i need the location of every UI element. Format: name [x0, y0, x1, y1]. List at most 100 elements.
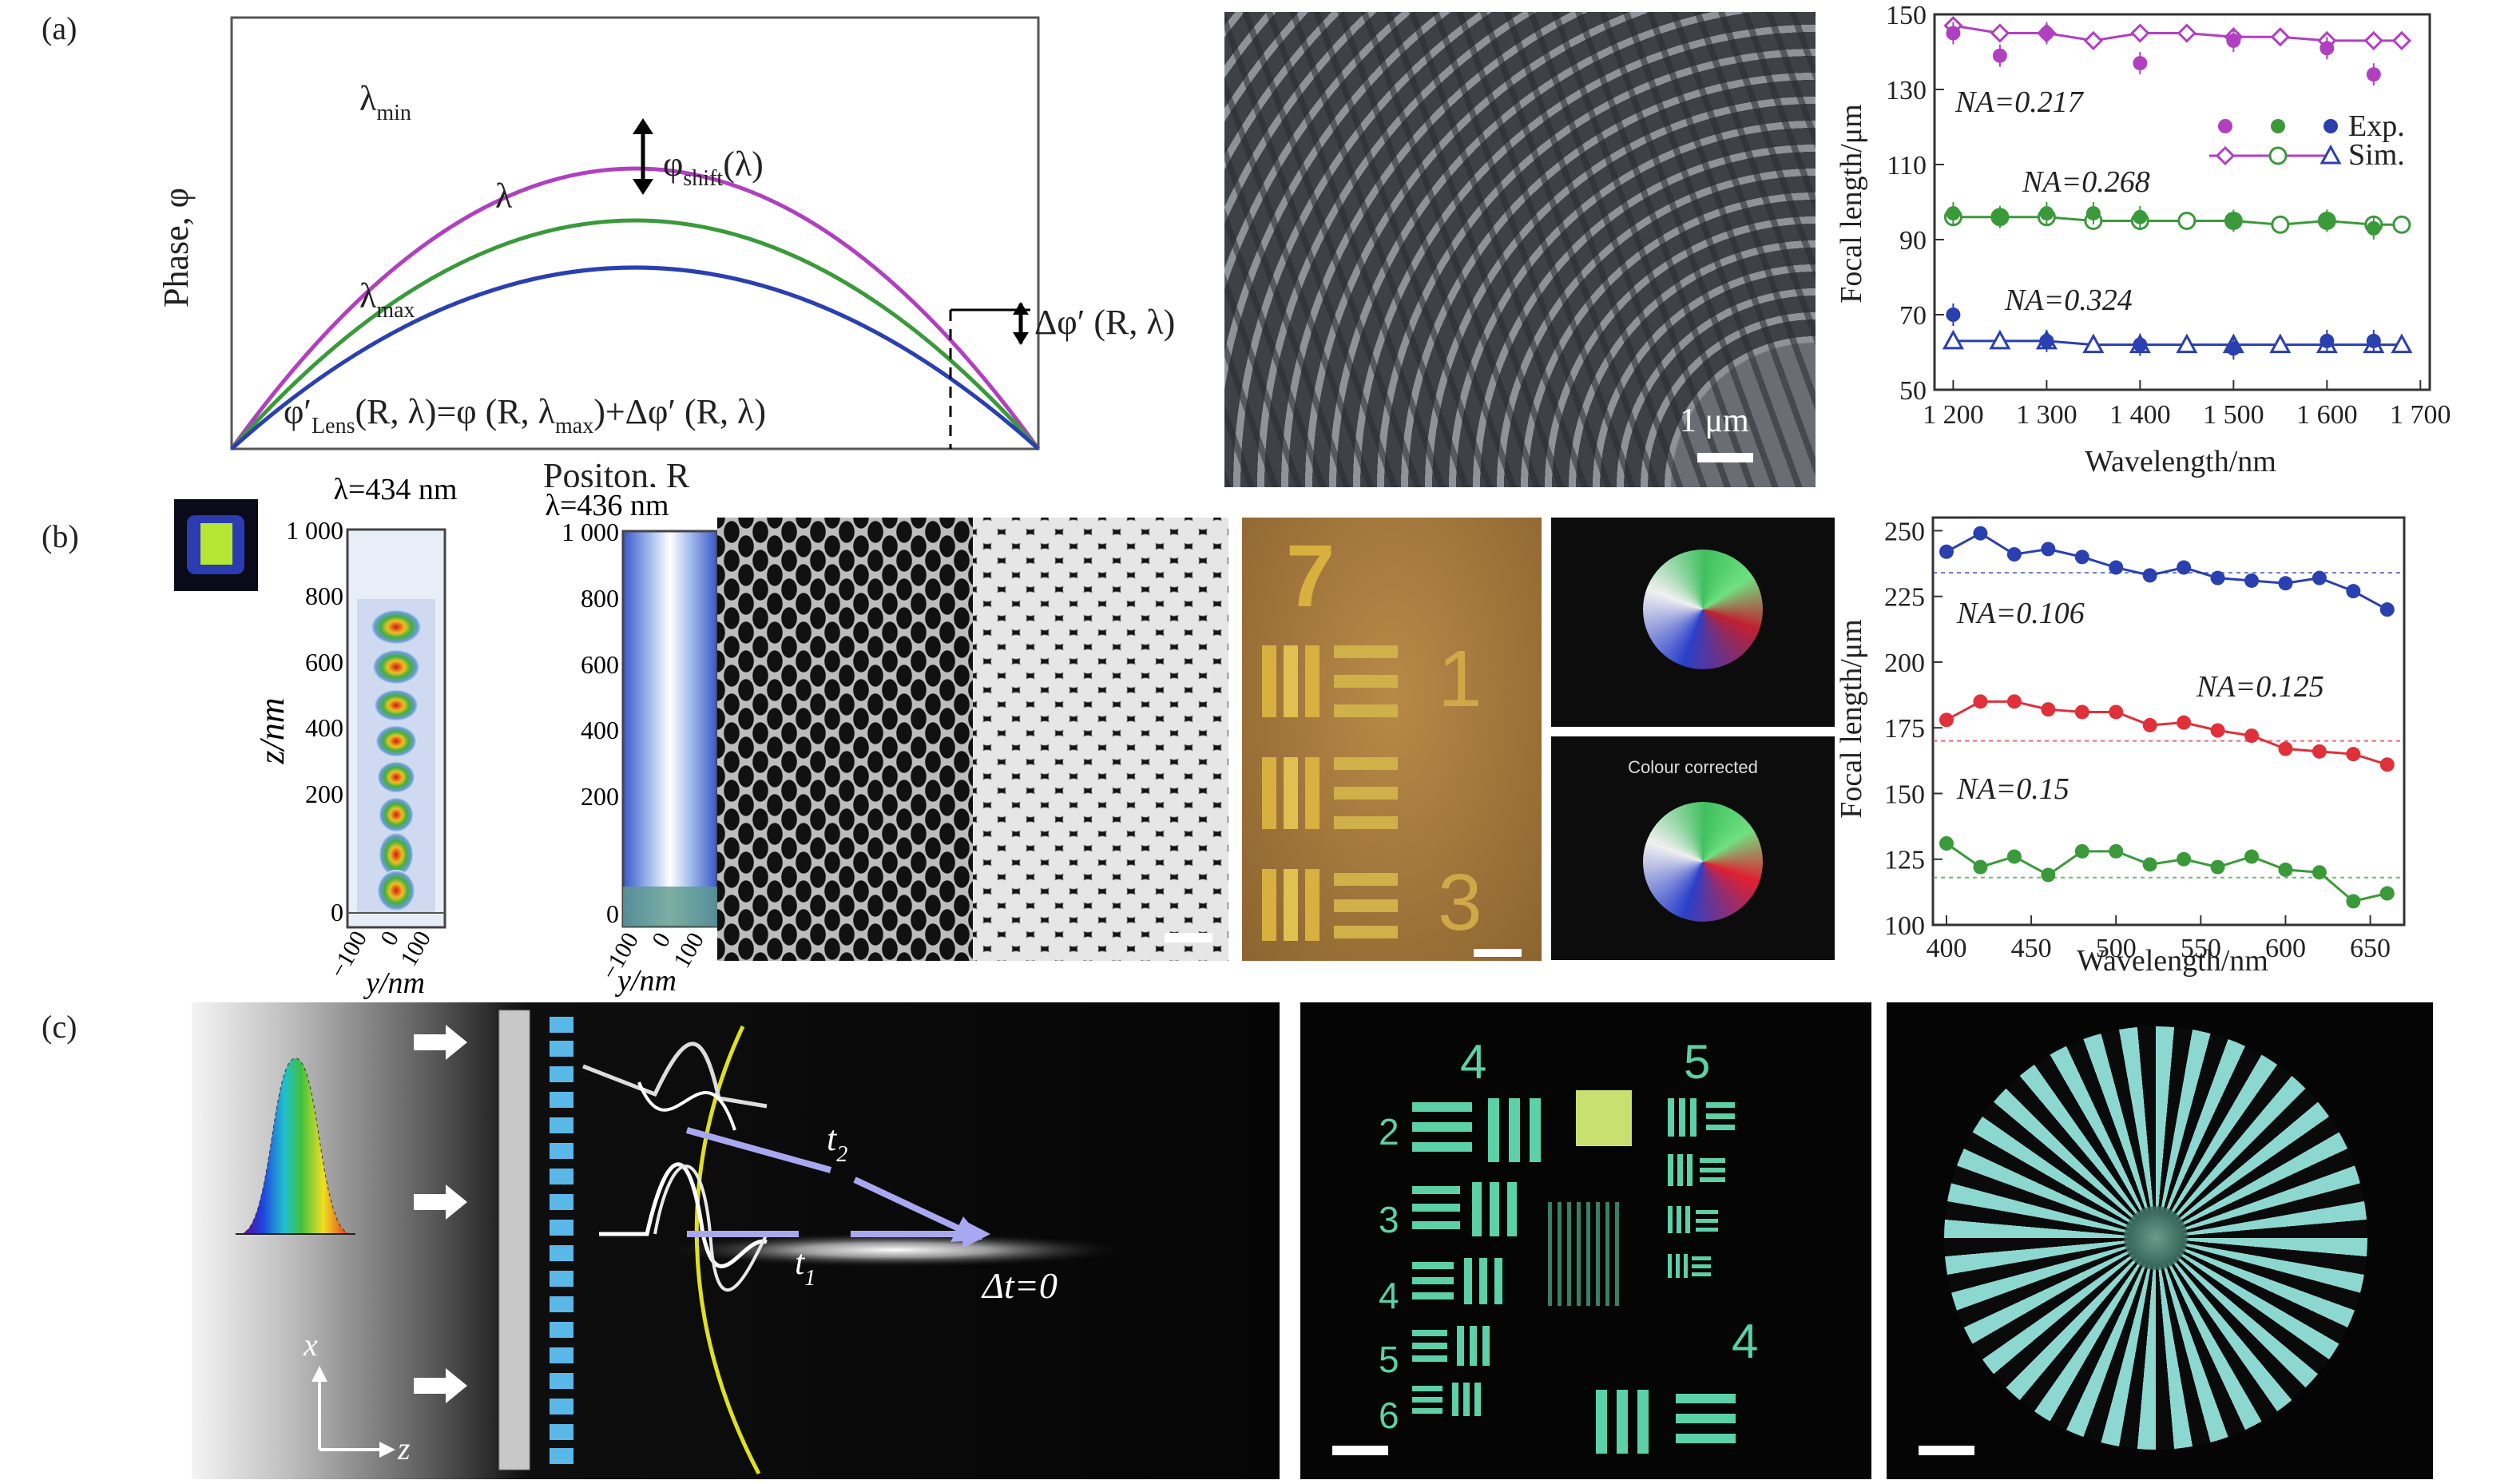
- label-lambda: λ: [495, 177, 513, 216]
- ytick-label: 125: [1884, 846, 1925, 875]
- f2-ytick: 1 000: [562, 518, 619, 546]
- ytick-label: 70: [1899, 301, 1927, 331]
- data-point: [2346, 584, 2361, 599]
- data-point: [2177, 560, 2192, 575]
- data-point: [2244, 728, 2259, 744]
- f2-xtick: 0: [647, 928, 676, 951]
- data-point: [2041, 702, 2056, 717]
- ylabel-phase: Phase, φ: [157, 188, 196, 308]
- data-point: [2109, 704, 2124, 720]
- exp-point: [1992, 209, 2007, 224]
- sim-point: [2363, 30, 2383, 51]
- exp-point: [2226, 341, 2241, 356]
- data-point: [1939, 712, 1954, 728]
- sim-point: [2270, 27, 2290, 47]
- usaf-digit-3: 3: [1438, 858, 1482, 947]
- panel-label-b: (b): [42, 518, 79, 554]
- exp-point: [2039, 26, 2054, 41]
- data-point: [1973, 694, 1988, 709]
- ytick-label: 175: [1884, 714, 1925, 744]
- usaf-c-scalebar: [1332, 1446, 1388, 1455]
- sim-point: [2082, 333, 2105, 354]
- chart-a-ann-0324: NA=0.324: [2004, 284, 2133, 317]
- f1-ytick: 400: [305, 713, 343, 742]
- chart-b-ann-015: NA=0.15: [1956, 772, 2070, 806]
- sem-scalebar-label: 1 μm: [1680, 403, 1749, 439]
- xtick-label: 400: [1926, 934, 1966, 963]
- sim-point: [2177, 212, 2197, 230]
- usaf-digit-7: 7: [1286, 527, 1335, 625]
- sem-b-scalebar: [1165, 933, 1212, 942]
- sim-point: [2391, 30, 2412, 51]
- f1-xlabel: y/nm: [363, 966, 425, 1000]
- sim-point: [2177, 23, 2197, 43]
- usaf-scalebar: [1474, 949, 1522, 957]
- exp-point: [2320, 213, 2335, 228]
- data-point: [2142, 717, 2157, 732]
- data-point: [2041, 542, 2056, 557]
- exp-point: [2039, 333, 2054, 348]
- data-point: [2109, 843, 2124, 859]
- ytick-label: 130: [1886, 76, 1927, 105]
- data-point: [2379, 886, 2395, 901]
- chart-a-ann-0268: NA=0.268: [2022, 165, 2150, 199]
- chart-b-ann-0125: NA=0.125: [2196, 670, 2324, 704]
- data-point: [2278, 741, 2293, 756]
- sim-point: [2271, 215, 2290, 234]
- sem-image-metalens: 1 μm: [1224, 12, 1816, 487]
- curve-lambda-min: [229, 166, 1041, 450]
- f2-ytick: 400: [581, 716, 619, 744]
- data-point: [2006, 694, 2022, 709]
- exp-point: [2133, 56, 2148, 71]
- sem-image-nanopillars: [717, 518, 1228, 961]
- data-point: [2177, 715, 2192, 730]
- usaf-c-digit: 2: [1379, 1111, 1399, 1153]
- xtick-label: 1 700: [2390, 400, 2451, 430]
- xtick-label: 650: [2350, 934, 2391, 963]
- f1-ylabel: z/nm: [252, 697, 292, 764]
- data-point: [2346, 747, 2361, 762]
- xtick-label: 1 400: [2109, 400, 2171, 430]
- ytick-label: 100: [1884, 911, 1925, 941]
- sim-point: [1990, 23, 2010, 43]
- panel-label-a: (a): [42, 10, 77, 46]
- legend-exp: Exp.: [2348, 109, 2405, 143]
- f1-ytick: 800: [305, 581, 343, 610]
- data-point: [1939, 544, 1954, 559]
- exp-point: [2366, 67, 2381, 82]
- xtick-label: 1 500: [2203, 400, 2264, 430]
- xtick-label: 1 200: [1923, 400, 1984, 430]
- data-point: [2346, 894, 2361, 909]
- f1-xtick: 0: [375, 927, 404, 950]
- f1-ytick: 0: [331, 898, 343, 927]
- panel-label-c: (c): [42, 1009, 77, 1045]
- chart-b-ylabel: Focal length/μm: [1835, 619, 1868, 818]
- exp-point: [1946, 308, 1961, 322]
- data-point: [2109, 560, 2124, 575]
- data-point: [2312, 570, 2327, 585]
- colour-image-corrected: Colour corrected: [1551, 736, 1835, 960]
- siemens-star-image: [1887, 1002, 2433, 1479]
- chart-a-ylabel: Focal length/μm: [1835, 104, 1868, 303]
- star-scalebar: [1919, 1446, 1974, 1455]
- xtick-label: 500: [2096, 934, 2137, 963]
- field2-title: λ=436 nm: [546, 491, 669, 522]
- data-point: [2244, 849, 2259, 864]
- xlabel-position: Positon, R: [543, 456, 690, 487]
- chart-b-xlabel: Wavelength/nm: [2077, 944, 2268, 978]
- sim-point: [2176, 333, 2198, 354]
- exp-point: [2320, 41, 2335, 56]
- data-point: [2177, 851, 2192, 867]
- ytick-label: 50: [1899, 376, 1927, 406]
- xtick-label: 450: [2011, 934, 2052, 963]
- sim-point: [2130, 23, 2150, 43]
- data-point: [2210, 570, 2225, 585]
- sem-scalebar: [1697, 453, 1753, 462]
- usaf-fluorescence-image: 4 5 2 3 4 5 6 4: [1300, 1002, 1871, 1479]
- chart-focal-length-ir: 50 70 90 110 130 150 1 200 1 300 1 400 1 500 1 60…: [1835, 1, 2451, 478]
- exp-point: [1946, 206, 1961, 221]
- exp-point: [2366, 220, 2381, 236]
- usaf-c-digit: 5: [1684, 1035, 1711, 1089]
- exp-point: [1992, 48, 2007, 63]
- usaf-digit-1: 1: [1438, 634, 1482, 724]
